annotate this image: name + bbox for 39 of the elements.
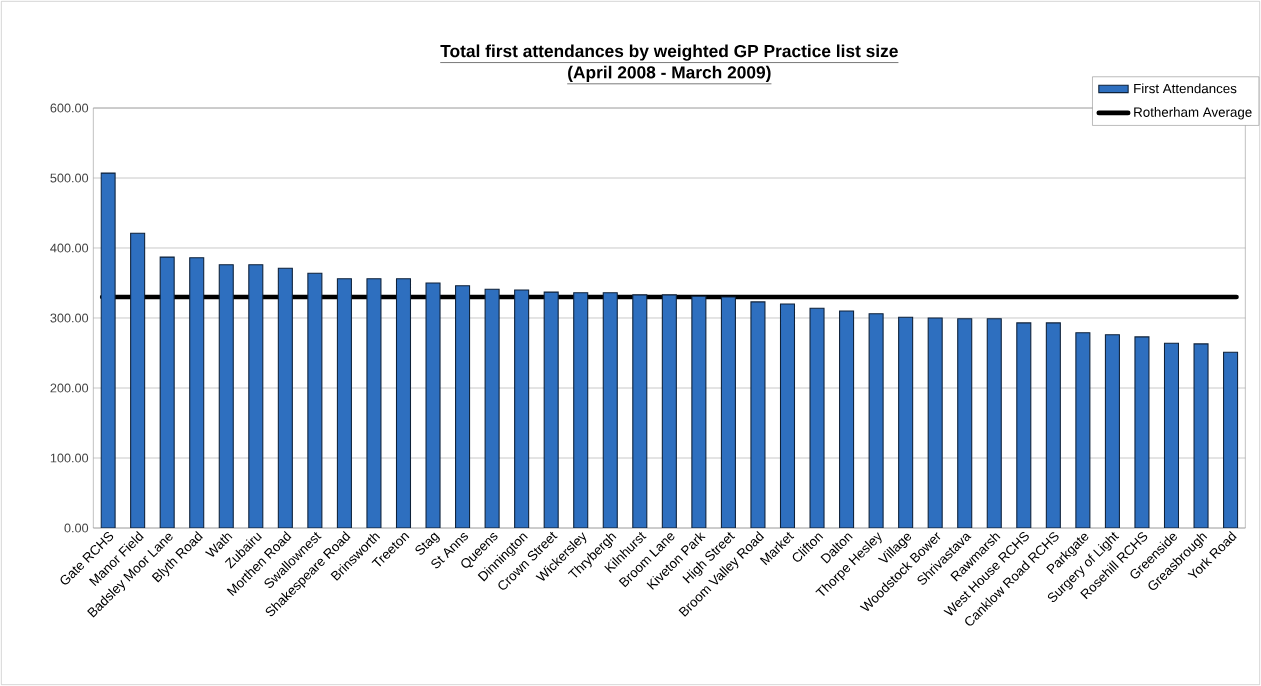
bar <box>839 310 855 528</box>
y-tick-label: 400.00 <box>50 243 89 253</box>
bar <box>661 294 677 528</box>
y-tick-label: 0.00 <box>64 523 89 533</box>
y-tick-label: 100.00 <box>50 453 89 463</box>
bar <box>1223 351 1239 528</box>
bar <box>1163 342 1180 528</box>
y-tick-label: 600.00 <box>50 103 89 113</box>
bar <box>514 289 530 528</box>
bar <box>986 318 1002 528</box>
bar <box>927 317 943 528</box>
y-tick-label: 300.00 <box>50 313 89 323</box>
chart-subtitle: (April 2008 - March 2009) <box>568 65 771 82</box>
legend-label: First Attendances <box>1134 83 1237 94</box>
y-tick-label: 500.00 <box>50 173 89 183</box>
bar <box>779 303 796 528</box>
x-tick-label: Stag <box>415 532 440 555</box>
bar <box>573 292 589 528</box>
legend-label: Rotherham Average <box>1134 107 1252 120</box>
y-tick-label: 200.00 <box>50 383 89 393</box>
bar <box>336 278 352 528</box>
chart-title: Total first attendances by weighted GP Practice list size <box>440 44 898 61</box>
bar <box>455 285 471 528</box>
bar <box>720 296 736 528</box>
bar <box>543 291 559 528</box>
bar <box>130 232 146 528</box>
bar <box>1016 322 1032 528</box>
bar <box>898 316 914 528</box>
bar <box>189 257 205 528</box>
bar <box>159 256 175 528</box>
bar <box>277 267 293 528</box>
bar <box>632 294 648 528</box>
bar <box>1045 322 1061 528</box>
bar <box>602 292 618 528</box>
bar <box>248 264 264 528</box>
bar <box>218 264 234 528</box>
bar <box>957 318 973 528</box>
bar <box>395 278 412 528</box>
bar <box>1104 334 1120 528</box>
